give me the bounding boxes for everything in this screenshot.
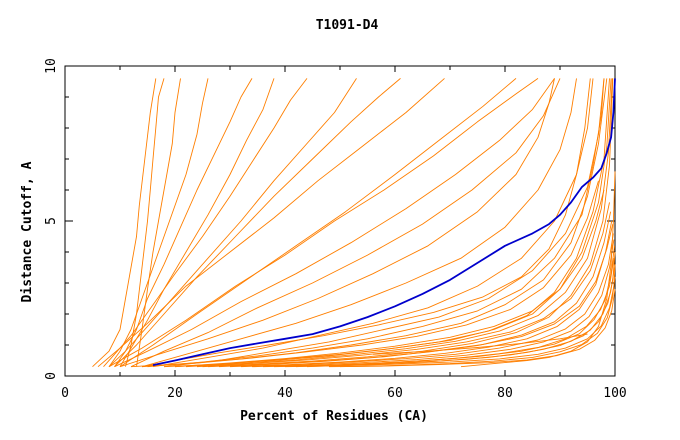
series-line-39	[92, 78, 157, 368]
x-axis-label: Percent of Residues (CA)	[240, 409, 428, 424]
series-line-35	[284, 264, 616, 368]
series-line-36	[339, 276, 616, 368]
series-line-12	[114, 78, 555, 368]
series-line-40	[141, 78, 591, 368]
series-line-21	[163, 78, 610, 368]
series-line-2	[136, 78, 181, 367]
series-line-1	[125, 78, 165, 367]
series-line-16	[152, 78, 594, 368]
y-tick-label: 5	[44, 217, 59, 225]
series-line-8	[114, 78, 401, 368]
series-line-9	[97, 78, 445, 368]
highlight-series-line	[152, 78, 616, 366]
series-line-10	[119, 78, 517, 368]
x-tick-label: 0	[61, 386, 69, 401]
series-line-14	[119, 78, 555, 368]
highlight-series-group	[152, 78, 616, 366]
series-line-25	[174, 189, 605, 368]
y-tick-label: 10	[44, 58, 59, 74]
axis-ticks	[64, 65, 616, 377]
y-axis-label: Distance Cutoff, A	[20, 161, 35, 302]
series-line-26	[196, 202, 610, 368]
series-line-18	[147, 78, 605, 368]
other-series-group	[92, 78, 616, 368]
series-line-34	[460, 171, 616, 368]
series-line-15	[141, 78, 577, 368]
series-line-37	[306, 267, 615, 368]
x-tick-label: 100	[603, 386, 626, 401]
x-tick-label: 80	[497, 386, 513, 401]
series-line-7	[108, 78, 357, 368]
series-line-38	[295, 258, 615, 368]
series-line-23	[202, 78, 614, 368]
series-line-28	[229, 220, 613, 368]
series-line-20	[174, 78, 612, 368]
series-line-6	[103, 78, 308, 367]
series-line-3	[108, 78, 209, 367]
series-line-31	[251, 239, 615, 368]
series-line-11	[108, 78, 539, 368]
x-tick-label: 20	[167, 386, 183, 401]
series-line-5	[119, 78, 275, 367]
series-line-41	[328, 289, 616, 368]
y-tick-label: 0	[44, 372, 59, 380]
series-line-17	[163, 78, 605, 368]
series-line-29	[207, 223, 614, 368]
series-line-24	[141, 180, 599, 368]
series-line-42	[372, 333, 588, 355]
axis-tick-labels: 0 20 40 60 80 100 0 5 10	[44, 58, 627, 401]
x-tick-label: 60	[387, 386, 403, 401]
series-line-22	[185, 78, 613, 368]
chart-title: T1091-D4	[316, 18, 379, 33]
series-line-13	[130, 78, 561, 368]
x-tick-label: 40	[277, 386, 293, 401]
